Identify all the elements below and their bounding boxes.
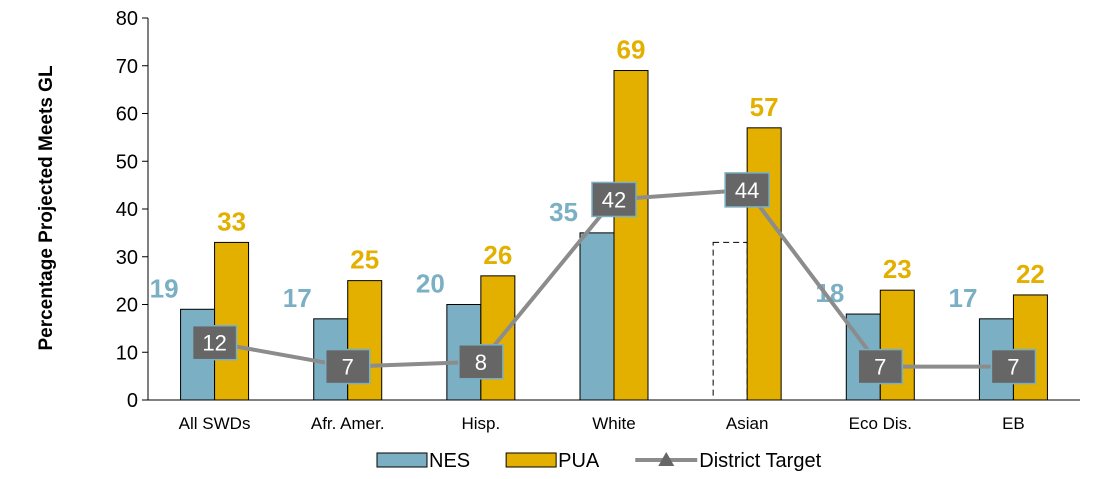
y-tick-label: 40: [116, 199, 138, 221]
y-tick-label: 30: [116, 247, 138, 269]
bar-pua: [746, 127, 782, 401]
target-marker: [458, 344, 504, 380]
data-label-pua: 26: [483, 240, 512, 270]
data-label-nes: 20: [416, 269, 445, 299]
data-label-pua: 23: [883, 254, 912, 284]
x-tick-label: Hisp.: [461, 414, 500, 433]
legend: NES PUA District Target: [376, 450, 822, 472]
data-label-nes: 18: [815, 278, 844, 308]
plot-area: 0 10 20 30 40 50 60 70 80 All SWDs Afr. Amer. Hisp.…: [116, 8, 1080, 433]
legend-label-nes: NES: [429, 450, 470, 472]
target-marker: [324, 348, 371, 385]
x-tick-label: White: [592, 414, 635, 433]
y-tick-label: 10: [116, 342, 138, 364]
y-tick-label: 0: [127, 390, 138, 412]
y-tick-label: 80: [116, 8, 138, 30]
bar-pua: [613, 70, 649, 401]
data-label-pua: 69: [617, 35, 646, 65]
target-data-label: 7: [342, 355, 354, 380]
legend-label-pua: PUA: [558, 450, 600, 472]
legend-label-district-target: District Target: [699, 450, 821, 472]
target-marker: [857, 348, 904, 385]
legend-triangle-icon: [658, 452, 675, 466]
bar-nes: [579, 232, 615, 401]
x-tick-label: Eco Dis.: [849, 414, 912, 433]
x-tick-label: EB: [1002, 414, 1025, 433]
data-label-pua: 22: [1016, 259, 1045, 289]
data-label-nes: 19: [150, 273, 179, 303]
placeholder-bar: [712, 241, 748, 401]
target-marker: [990, 348, 1037, 385]
bar-pua: [214, 241, 250, 401]
data-label-nes: 17: [949, 283, 978, 313]
data-label-nes: 35: [549, 197, 578, 227]
target-data-label: 42: [602, 187, 626, 212]
target-marker: [591, 181, 637, 218]
target-marker: [191, 324, 238, 361]
y-tick-label: 70: [116, 56, 138, 78]
data-label-pua: 57: [750, 92, 779, 122]
legend-swatch-nes: [376, 452, 428, 468]
x-tick-label: Asian: [726, 414, 769, 433]
y-axis-label: Percentage Projected Meets GL: [36, 65, 57, 350]
target-data-label: 12: [202, 331, 226, 356]
data-label-pua: 33: [217, 206, 246, 236]
y-tick-label: 20: [116, 295, 138, 317]
data-label-pua: 25: [350, 245, 379, 275]
target-data-label: 7: [1007, 355, 1019, 380]
target-data-label: 7: [874, 355, 886, 380]
target-data-label: 8: [475, 350, 487, 375]
target-data-label: 44: [735, 178, 759, 203]
data-label-nes: 17: [283, 283, 312, 313]
legend-swatch-pua: [505, 452, 557, 468]
y-tick-label: 50: [116, 151, 138, 173]
x-tick-label: All SWDs: [179, 414, 251, 433]
target-marker: [724, 172, 770, 208]
x-tick-label: Afr. Amer.: [311, 414, 385, 433]
y-tick-label: 60: [116, 104, 138, 126]
